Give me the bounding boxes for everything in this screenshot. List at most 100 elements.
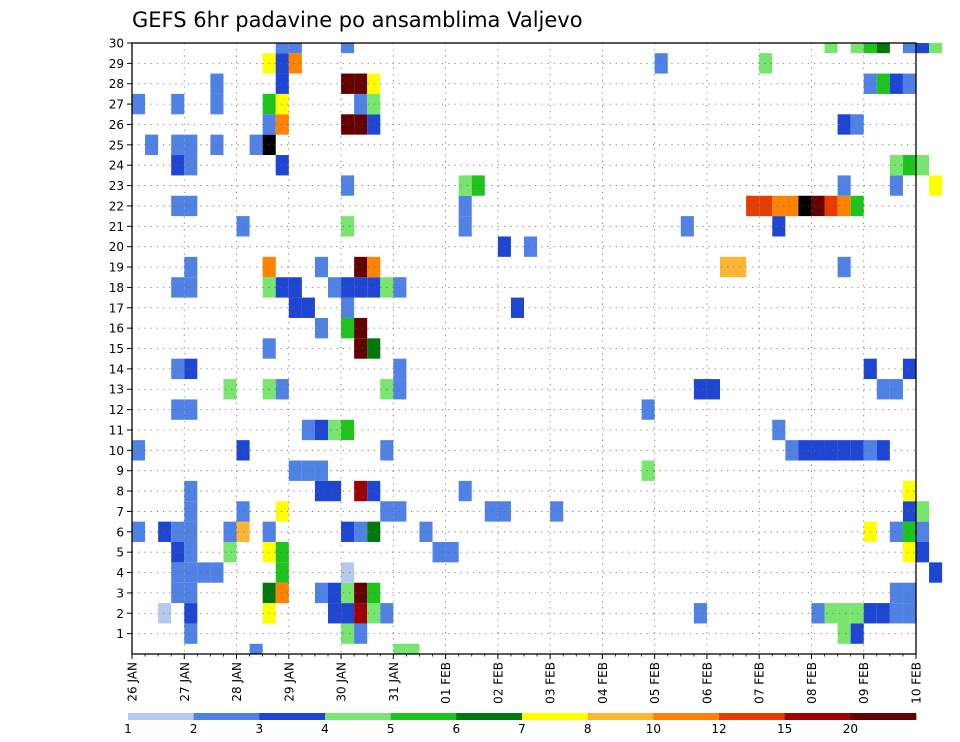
heatmap-cell (171, 358, 185, 380)
heatmap-cell (275, 43, 289, 54)
heatmap-cell (824, 43, 838, 54)
colorbar-label: 1 (124, 722, 132, 736)
colorbar-swatch (193, 713, 260, 720)
heatmap-cell (354, 603, 368, 624)
heatmap-cell (210, 93, 224, 115)
heatmap-cell (328, 480, 342, 502)
y-tick-label: 12 (109, 403, 124, 417)
heatmap-cell (693, 379, 707, 400)
heatmap-cell (354, 256, 368, 278)
heatmap-cell (288, 297, 302, 318)
heatmap-cell (889, 175, 903, 196)
heatmap-cell (275, 541, 289, 563)
heatmap-cell (902, 521, 916, 542)
heatmap-cell (328, 582, 342, 604)
colorbar-label: 4 (321, 722, 329, 736)
heatmap-cell (184, 501, 198, 522)
heatmap-cell (354, 93, 368, 115)
heatmap-cell (759, 195, 773, 217)
colorbar-label: 6 (453, 722, 461, 736)
heatmap-cell (184, 134, 198, 156)
heatmap-cell (837, 114, 851, 135)
heatmap-cell (354, 623, 368, 644)
heatmap-cell (654, 53, 668, 74)
heatmap-cell (341, 175, 355, 196)
y-tick-label: 20 (109, 240, 124, 254)
heatmap-cell (288, 53, 302, 74)
colorbar-label: 15 (777, 722, 792, 736)
heatmap-cell (720, 256, 734, 278)
heatmap-cell (184, 155, 198, 176)
heatmap-cell (367, 480, 381, 502)
heatmap-cell (889, 73, 903, 94)
heatmap-cell (902, 73, 916, 94)
y-tick-label: 17 (109, 301, 124, 315)
y-tick-label: 18 (109, 281, 124, 295)
heatmap-cell (184, 562, 198, 583)
heatmap-cell (458, 175, 472, 196)
y-tick-label: 3 (116, 586, 124, 600)
heatmap-cell (301, 419, 315, 441)
heatmap-cell (798, 195, 812, 217)
heatmap-cells (132, 43, 943, 654)
heatmap-cell (850, 195, 864, 217)
heatmap-cell (236, 521, 250, 542)
heatmap-cell (889, 521, 903, 542)
heatmap-cell (680, 216, 694, 237)
heatmap-cell (367, 603, 381, 624)
x-tick-label: 07 FEB (753, 662, 767, 704)
heatmap-cell (824, 603, 838, 624)
heatmap-cell (759, 53, 773, 74)
colorbar-label: 8 (584, 722, 592, 736)
x-tick-label: 03 FEB (544, 662, 558, 704)
heatmap-cell (367, 582, 381, 604)
y-tick-label: 27 (109, 98, 124, 112)
heatmap-cell (641, 399, 655, 420)
y-tick-label: 9 (116, 464, 124, 478)
heatmap-cell (902, 501, 916, 522)
y-tick-label: 4 (116, 566, 124, 580)
heatmap-cell (341, 521, 355, 542)
x-tick-label: 09 FEB (857, 662, 871, 704)
heatmap-cell (850, 603, 864, 624)
y-tick-label: 5 (116, 546, 124, 560)
heatmap-cell (445, 541, 459, 563)
heatmap-cell (171, 277, 185, 298)
heatmap-cell (458, 195, 472, 217)
y-tick-label: 21 (109, 220, 124, 234)
colorbar: 1 2 3 4 5 6 7 8 10 12 15 20 (124, 713, 917, 736)
colorbar-label: 12 (711, 722, 726, 736)
y-tick-label: 25 (109, 138, 124, 152)
heatmap-cell (471, 175, 485, 196)
heatmap-cell (171, 195, 185, 217)
heatmap-cell (902, 43, 916, 54)
heatmap-cell (876, 43, 890, 54)
colorbar-swatch (456, 713, 523, 720)
heatmap-cell (354, 73, 368, 94)
heatmap-cell (837, 623, 851, 644)
heatmap-cell (850, 43, 864, 54)
colorbar-swatch (325, 713, 391, 720)
heatmap-cell (837, 195, 851, 217)
heatmap-cell (693, 603, 707, 624)
y-axis: 1234567891011121314151617181920212223242… (109, 37, 132, 641)
colorbar-swatch (719, 713, 785, 720)
heatmap-cell (393, 643, 407, 654)
heatmap-cell (916, 501, 930, 522)
heatmap-cell (197, 562, 211, 583)
heatmap-cell (354, 114, 368, 135)
heatmap-cell (863, 43, 877, 54)
x-tick-label: 08 FEB (805, 662, 819, 704)
heatmap-cell (184, 358, 198, 380)
heatmap-cell (158, 603, 172, 624)
heatmap-cell (902, 358, 916, 380)
heatmap-cell (785, 440, 799, 461)
colorbar-swatch (390, 713, 457, 720)
colorbar-label: 20 (843, 722, 858, 736)
heatmap-cell (275, 114, 289, 135)
x-tick-label: 27 JAN (178, 662, 192, 702)
heatmap-cell (341, 419, 355, 441)
heatmap-cell (184, 480, 198, 502)
heatmap-cell (341, 603, 355, 624)
heatmap-cell (341, 114, 355, 135)
